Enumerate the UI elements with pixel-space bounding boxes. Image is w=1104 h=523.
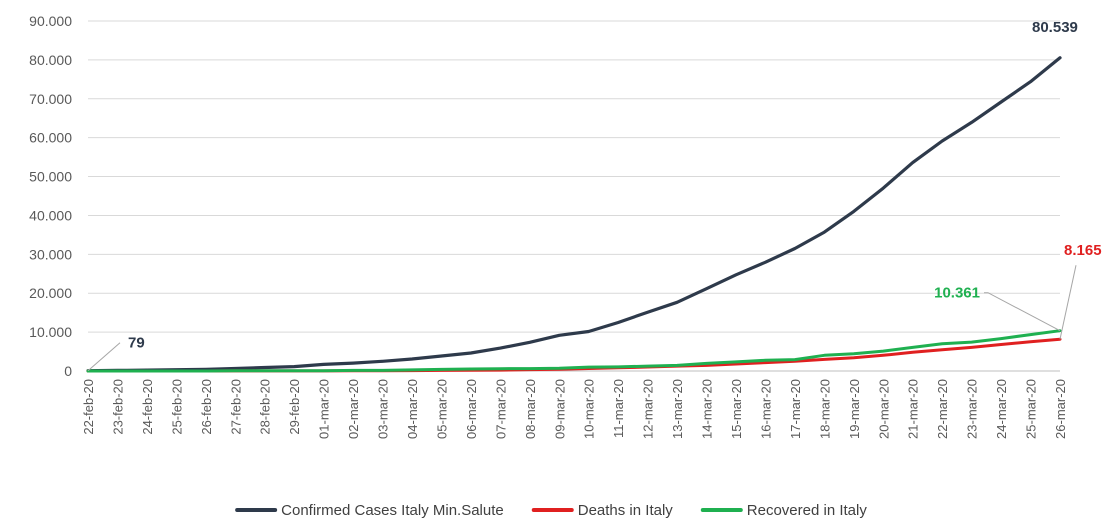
data-label: 10.361 (934, 285, 980, 302)
y-tick-label: 60.000 (29, 130, 72, 146)
annotation-leader-line (87, 342, 121, 372)
x-tick-label: 03-mar-20 (376, 379, 391, 439)
annotations: 80.539 8.165 10.361 79 (87, 19, 1102, 372)
series-line-1 (86, 56, 1062, 373)
x-tick-label: 09-mar-20 (552, 379, 567, 439)
y-tick-label: 10.000 (29, 324, 72, 340)
y-tick-label: 50.000 (29, 169, 72, 185)
x-tick-label: 21-mar-20 (906, 379, 921, 439)
x-tick-label: 11-mar-20 (611, 379, 626, 438)
data-label: 8.165 (1064, 242, 1102, 259)
x-tick-label: 24-mar-20 (994, 379, 1009, 439)
x-tick-label: 27-feb-20 (228, 379, 243, 435)
x-tick-label: 22-mar-20 (935, 379, 950, 439)
x-tick-label: 18-mar-20 (817, 379, 832, 439)
x-tick-label: 07-mar-20 (493, 379, 508, 439)
x-tick-label: 24-feb-20 (140, 379, 155, 435)
x-tick-label: 22-feb-20 (81, 379, 96, 435)
x-tick-label: 19-mar-20 (847, 379, 862, 439)
data-label: 79 (128, 335, 145, 352)
x-tick-label: 01-mar-20 (317, 379, 332, 439)
x-tick-label: 13-mar-20 (670, 379, 685, 439)
x-tick-label: 23-feb-20 (110, 379, 125, 435)
x-tick-label: 12-mar-20 (641, 379, 656, 439)
x-tick-label: 08-mar-20 (523, 379, 538, 439)
legend-label: Recovered in Italy (747, 502, 868, 518)
x-axis-ticks: 22-feb-20 23-feb-20 24-feb-20 25-feb-20 26-f… (81, 379, 1068, 439)
x-tick-label: 05-mar-20 (434, 379, 449, 439)
x-tick-label: 16-mar-20 (758, 379, 773, 439)
y-tick-label: 90.000 (29, 13, 72, 29)
series-line-3 (86, 329, 1062, 373)
y-tick-label: 0 (64, 363, 72, 379)
x-tick-label: 06-mar-20 (464, 379, 479, 439)
series-lines (86, 56, 1062, 373)
legend-label: Confirmed Cases Italy Min.Salute (281, 502, 504, 518)
y-tick-label: 20.000 (29, 285, 72, 301)
x-tick-label: 10-mar-20 (582, 379, 597, 439)
y-axis-ticks: 0 10.000 20.000 30.000 40.000 50.000 60.000 70.… (29, 13, 72, 379)
annotation-leader-line (984, 292, 1061, 332)
x-tick-label: 14-mar-20 (700, 379, 715, 439)
legend-label: Deaths in Italy (578, 502, 674, 518)
x-tick-label: 20-mar-20 (876, 379, 891, 439)
y-tick-label: 80.000 (29, 52, 72, 68)
x-tick-label: 23-mar-20 (965, 379, 980, 439)
legend: Confirmed Cases Italy Min.Salute Deaths i… (235, 502, 868, 519)
y-tick-label: 70.000 (29, 91, 72, 107)
x-tick-label: 17-mar-20 (788, 379, 803, 439)
x-tick-label: 25-mar-20 (1024, 379, 1039, 439)
x-tick-label: 25-feb-20 (169, 379, 184, 435)
x-tick-label: 15-mar-20 (729, 379, 744, 439)
annotation-leader-line (1059, 265, 1077, 340)
x-tick-label: 26-mar-20 (1053, 379, 1068, 439)
gridlines (88, 20, 1060, 372)
x-tick-label: 28-feb-20 (258, 379, 273, 435)
x-tick-label: 26-feb-20 (199, 379, 214, 435)
x-tick-label: 04-mar-20 (405, 379, 420, 439)
data-label: 80.539 (1032, 19, 1078, 36)
y-tick-label: 40.000 (29, 207, 72, 223)
x-tick-label: 29-feb-20 (287, 379, 302, 435)
x-tick-label: 02-mar-20 (346, 379, 361, 439)
y-tick-label: 30.000 (29, 246, 72, 262)
